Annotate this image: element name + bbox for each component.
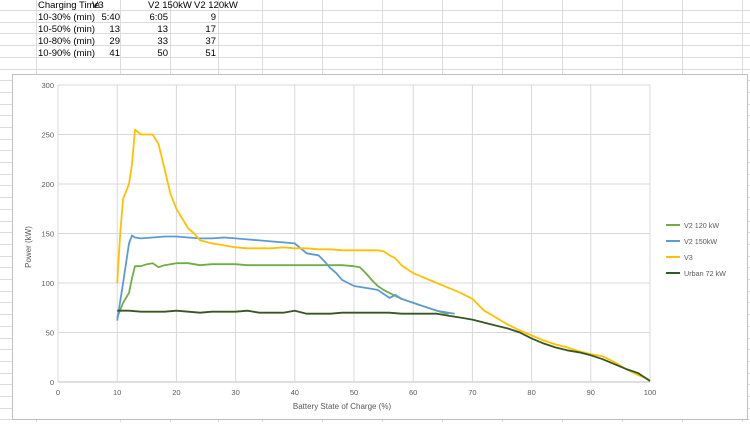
y-tick-label: 200 [41, 180, 54, 189]
series-lines [116, 128, 651, 382]
y-tick-label: 0 [50, 378, 54, 387]
x-tick-label: 40 [291, 388, 299, 397]
sheet-row-line [0, 22, 750, 23]
y-tick-label: 300 [41, 81, 54, 90]
table-cell[interactable]: 9 [210, 12, 216, 23]
y-tick-label: 250 [41, 131, 54, 140]
sheet-row-line [0, 10, 750, 11]
x-axis-label: Battery State of Charge (%) [293, 402, 392, 411]
x-tick-label: 30 [231, 388, 239, 397]
sheet-row-line [0, 45, 750, 46]
x-tick-label: 10 [113, 388, 121, 397]
table-cell[interactable]: 50 [157, 48, 168, 59]
series-line [116, 262, 449, 318]
series-line [116, 128, 651, 381]
table-cell[interactable]: 13 [157, 24, 168, 35]
chart-grid [57, 84, 651, 383]
table-header-cell[interactable]: Charging Time [38, 0, 100, 11]
x-tick-label: 20 [172, 388, 180, 397]
x-tick-label: 80 [527, 388, 535, 397]
y-tick-label: 150 [41, 230, 54, 239]
table-cell[interactable]: 10-90% (min) [38, 48, 96, 59]
legend-label: Urban 72 kW [684, 269, 726, 278]
table-header-cell[interactable]: V2 120kW [194, 0, 238, 11]
table-cell[interactable]: 29 [109, 36, 120, 47]
table-cell[interactable]: 33 [157, 36, 168, 47]
legend-label: V3 [684, 253, 693, 262]
table-cell[interactable]: 41 [109, 48, 120, 59]
sheet-row-line [0, 33, 750, 34]
table-cell[interactable]: 5:40 [101, 12, 121, 23]
table-cell[interactable]: 13 [109, 24, 120, 35]
table-cell[interactable]: 37 [205, 36, 216, 47]
sheet-row-line [0, 69, 750, 70]
x-tick-label: 70 [468, 388, 476, 397]
sheet-row-line [0, 57, 750, 58]
y-tick-label: 50 [46, 329, 54, 338]
legend-label: V2 150kW [684, 237, 717, 246]
table-header-cell[interactable]: V3 [92, 0, 104, 11]
table-cell[interactable]: 6:05 [149, 12, 169, 23]
y-tick-label: 100 [41, 279, 54, 288]
series-line [117, 309, 651, 382]
legend-label: V2 120 kW [684, 221, 719, 230]
line-chart: 0 50 100 150 200 250 300 0 10 20 30 40 50 60 70 80 90 100… [24, 81, 726, 411]
axis-ticks: 0 50 100 150 200 250 300 0 10 20 30 40 50 60 70 80 90 100 [41, 81, 656, 397]
table-header-cell[interactable]: V2 150kW [148, 0, 192, 11]
x-tick-label: 90 [587, 388, 595, 397]
x-tick-label: 100 [644, 388, 657, 397]
x-tick-label: 60 [409, 388, 417, 397]
table-cell[interactable]: 10-30% (min) [38, 12, 96, 23]
x-tick-label: 0 [56, 388, 60, 397]
y-axis-label: Power (kW) [24, 226, 33, 268]
chart-legend: V2 120 kW V2 150kW V3 Urban 72 kW [666, 221, 726, 278]
x-tick-label: 50 [350, 388, 358, 397]
table-cell[interactable]: 51 [205, 48, 216, 59]
table-cell[interactable]: 10-80% (min) [38, 36, 96, 47]
table-cell[interactable]: 17 [205, 24, 216, 35]
table-cell[interactable]: 10-50% (min) [38, 24, 96, 35]
chart-area[interactable]: 0 50 100 150 200 250 300 0 10 20 30 40 50 60 70 80 90 100… [12, 74, 748, 420]
